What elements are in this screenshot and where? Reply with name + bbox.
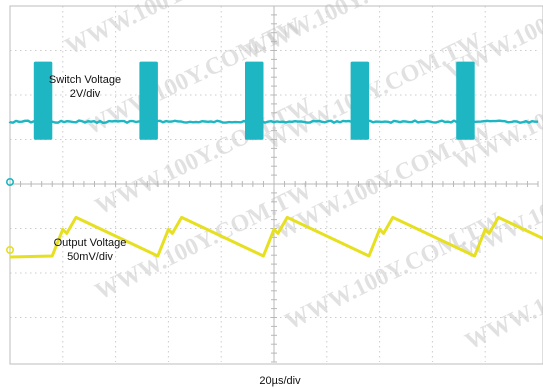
switch-voltage-label: Switch Voltage: [49, 74, 121, 86]
switch-voltage-scale-label: 2V/div: [70, 88, 101, 100]
switch-pulse: [245, 62, 264, 140]
switch-pulse: [139, 62, 158, 140]
switch-pulse: [351, 62, 370, 140]
output-voltage-scale-label: 50mV/div: [67, 251, 113, 263]
time-scale-label: 20µs/div: [259, 375, 301, 387]
output-voltage-label: Output Voltage: [54, 237, 127, 249]
switch-pulse: [456, 62, 475, 140]
watermark-layer: WWW.100Y.COM.TW WWW.100Y.COM.TW WWW.100Y…: [61, 0, 543, 355]
